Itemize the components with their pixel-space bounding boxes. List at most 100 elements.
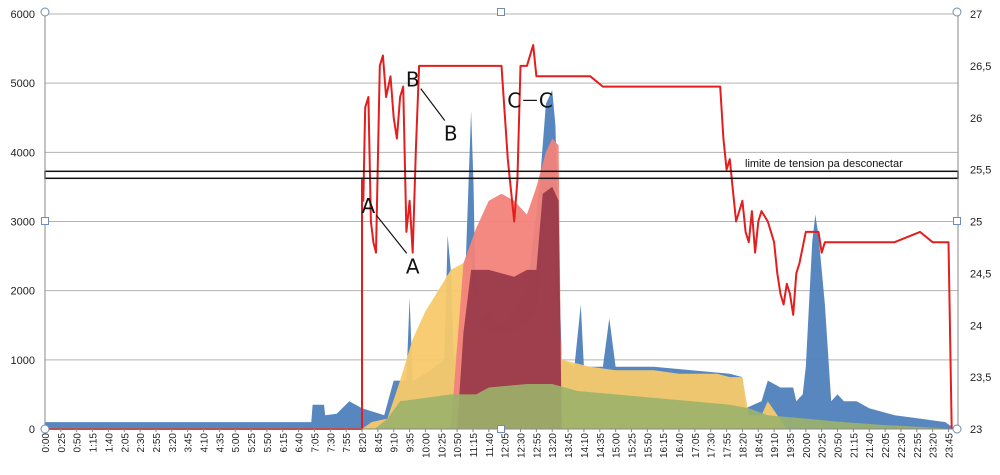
x-tick-label: 17:05 <box>691 433 702 458</box>
x-tick-label: 10:00 <box>421 433 432 458</box>
x-tick-label: 0:50 <box>73 433 84 453</box>
resize-handle[interactable] <box>497 8 505 16</box>
x-tick-label: 17:55 <box>723 433 734 458</box>
x-tick-label: 2:05 <box>120 433 131 453</box>
x-tick-label: 23:20 <box>929 433 940 458</box>
x-tick-label: 20:00 <box>802 433 813 458</box>
x-tick-label: 10:50 <box>453 433 464 458</box>
left-axis-ticks: 0 1000 2000 3000 4000 5000 6000 <box>11 9 35 436</box>
x-tick-label: 1:15 <box>89 433 100 453</box>
area-series-3 <box>457 186 562 429</box>
x-tick-label: 5:00 <box>231 433 242 453</box>
x-tick-label: 13:20 <box>548 433 559 458</box>
x-tick-label: 10:25 <box>437 433 448 458</box>
annotation-connector <box>420 88 446 121</box>
x-tick-label: 22:55 <box>913 433 924 458</box>
x-tick-label: 0:00 <box>41 433 52 453</box>
right-tick-label: 27 <box>970 9 982 21</box>
resize-handle[interactable] <box>497 425 505 433</box>
annotations: A A B B C C <box>362 68 553 279</box>
x-tick-label: 3:45 <box>184 433 195 453</box>
right-tick-label: 24,5 <box>970 268 991 280</box>
right-tick-label: 25,5 <box>970 165 991 177</box>
left-tick-label: 5000 <box>11 78 35 90</box>
annotation-letter-b: B <box>444 122 458 146</box>
x-tick-label: 21:15 <box>849 433 860 458</box>
x-tick-label: 22:30 <box>897 433 908 458</box>
x-tick-label: 8:20 <box>358 433 369 453</box>
resize-handle[interactable] <box>41 217 49 225</box>
left-tick-label: 3000 <box>11 217 35 229</box>
left-tick-label: 1000 <box>11 355 35 367</box>
x-tick-label: 9:35 <box>406 433 417 453</box>
x-tick-label: 18:20 <box>738 433 749 458</box>
right-tick-label: 26,5 <box>970 61 991 73</box>
x-tick-label: 12:55 <box>532 433 543 458</box>
resize-handle[interactable] <box>952 424 962 434</box>
line-series <box>45 44 953 430</box>
x-tick-label: 8:45 <box>374 433 385 453</box>
right-tick-label: 26 <box>970 113 982 125</box>
right-tick-label: 24 <box>970 320 982 332</box>
annotation-letter-c: C <box>539 88 553 112</box>
annotation-letter-a: A <box>362 194 376 218</box>
x-tick-label: 12:05 <box>501 433 512 458</box>
x-tick-label: 4:35 <box>215 433 226 453</box>
right-tick-label: 23,5 <box>970 372 991 384</box>
x-tick-label: 9:10 <box>390 433 401 453</box>
x-tick-label: 16:15 <box>659 433 670 458</box>
left-tick-label: 0 <box>29 424 35 436</box>
x-tick-label: 5:50 <box>263 433 274 453</box>
x-tick-label: 17:30 <box>707 433 718 458</box>
x-tick-label: 7:05 <box>311 433 322 453</box>
resize-handle[interactable] <box>40 7 50 17</box>
limit-label: limite de tension pa desconectar <box>745 158 903 170</box>
x-tick-label: 7:55 <box>342 433 353 453</box>
x-axis-ticks: 0:00 0:25 0:50 1:15 1:40 2:05 2:30 2:55 3:20 3:45… <box>41 429 956 458</box>
x-tick-label: 19:10 <box>770 433 781 458</box>
x-tick-label: 16:40 <box>675 433 686 458</box>
area-series <box>45 90 955 429</box>
area-series-4 <box>45 384 955 429</box>
annotation-letter-c: C <box>507 88 521 112</box>
annotation-letter-a: A <box>406 254 420 278</box>
x-tick-label: 20:50 <box>834 433 845 458</box>
x-tick-label: 19:35 <box>786 433 797 458</box>
x-tick-label: 1:40 <box>104 433 115 453</box>
voltage-line <box>45 44 953 430</box>
x-tick-label: 11:40 <box>485 433 496 458</box>
annotation-connector <box>375 214 408 254</box>
x-tick-label: 23:45 <box>945 433 956 458</box>
x-tick-label: 2:30 <box>136 433 147 453</box>
right-tick-label: 23 <box>970 424 982 436</box>
x-tick-label: 4:10 <box>200 433 211 453</box>
area-series-1 <box>45 207 787 429</box>
x-tick-label: 15:00 <box>612 433 623 458</box>
resize-handle[interactable] <box>952 7 962 17</box>
x-tick-label: 6:15 <box>279 433 290 453</box>
annotation-letter-b: B <box>406 68 420 92</box>
selection-handles[interactable] <box>40 7 962 434</box>
x-tick-label: 6:40 <box>295 433 306 453</box>
x-tick-label: 3:20 <box>168 433 179 453</box>
right-tick-label: 25 <box>970 217 982 229</box>
resize-handle[interactable] <box>953 217 961 225</box>
x-tick-label: 21:40 <box>865 433 876 458</box>
right-axis-ticks: 23 23,5 24 24,5 25 25,5 26 26,5 27 <box>970 9 991 436</box>
left-tick-label: 2000 <box>11 286 35 298</box>
x-tick-label: 7:30 <box>326 433 337 453</box>
left-tick-label: 4000 <box>11 147 35 159</box>
x-tick-label: 11:15 <box>469 433 480 458</box>
resize-handle[interactable] <box>40 424 50 434</box>
x-tick-label: 14:10 <box>580 433 591 458</box>
x-tick-label: 18:45 <box>754 433 765 458</box>
x-tick-label: 2:55 <box>152 433 163 453</box>
x-tick-label: 22:05 <box>881 433 892 458</box>
x-tick-label: 20:25 <box>818 433 829 458</box>
x-tick-label: 5:25 <box>247 433 258 453</box>
x-tick-label: 0:25 <box>57 433 68 453</box>
left-tick-label: 6000 <box>11 9 35 21</box>
x-tick-label: 15:25 <box>628 433 639 458</box>
x-tick-label: 14:35 <box>596 433 607 458</box>
